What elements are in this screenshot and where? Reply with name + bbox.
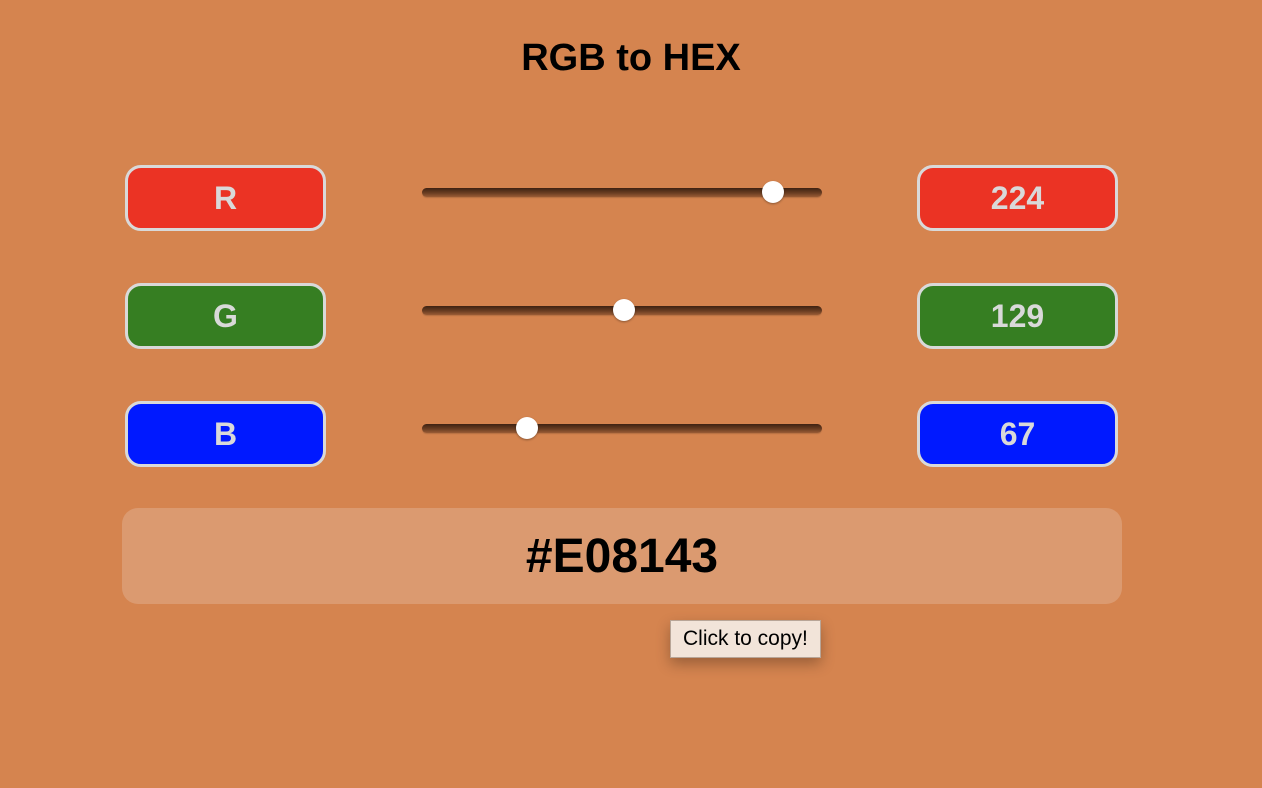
green-value: 129 bbox=[990, 297, 1045, 334]
page-title: RGB to HEX bbox=[521, 37, 741, 79]
copy-tooltip: Click to copy! bbox=[670, 620, 821, 658]
blue-channel-letter: B bbox=[213, 415, 238, 452]
red-channel-letter: R bbox=[213, 179, 238, 216]
blue-value-display: 67 bbox=[917, 401, 1118, 467]
hex-output[interactable]: #E08143 bbox=[122, 508, 1122, 604]
red-channel-label: R bbox=[125, 165, 326, 231]
blue-slider-thumb[interactable] bbox=[516, 417, 539, 439]
red-value: 224 bbox=[990, 179, 1045, 216]
green-value-display: 129 bbox=[917, 283, 1118, 349]
green-channel-label: G bbox=[125, 283, 326, 349]
red-slider-thumb[interactable] bbox=[762, 181, 785, 203]
green-slider[interactable] bbox=[422, 299, 822, 321]
green-slider-thumb[interactable] bbox=[613, 299, 636, 321]
blue-slider[interactable] bbox=[422, 417, 822, 439]
red-value-display: 224 bbox=[917, 165, 1118, 231]
blue-value: 67 bbox=[999, 415, 1036, 452]
green-channel-letter: G bbox=[213, 297, 238, 334]
blue-channel-label: B bbox=[125, 401, 326, 467]
red-slider[interactable] bbox=[422, 181, 822, 203]
hex-value: #E08143 bbox=[525, 529, 719, 583]
